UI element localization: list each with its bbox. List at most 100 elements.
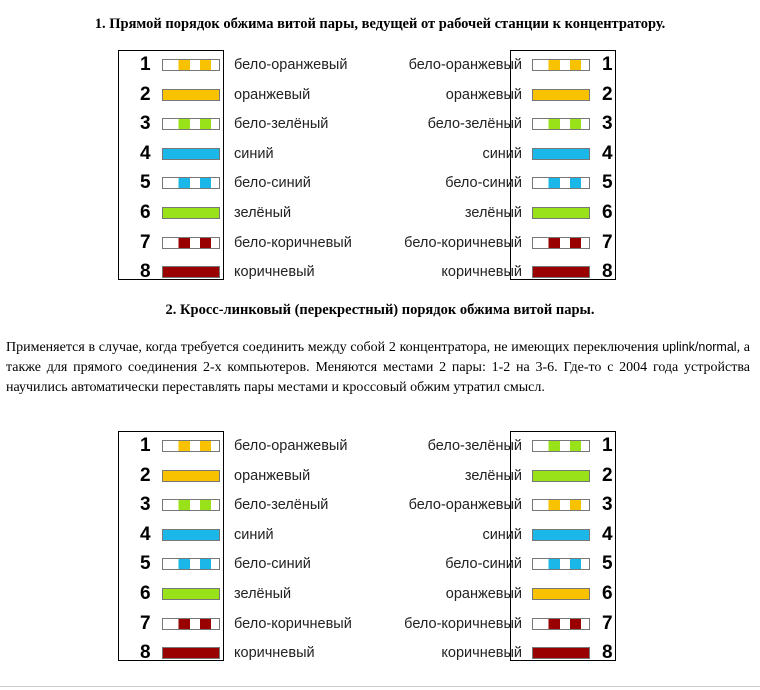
right-pin-number: 8 xyxy=(602,642,613,664)
right-pin-number: 1 xyxy=(602,54,613,75)
right-wire-label: зелёный xyxy=(464,205,522,221)
right-wire-label: зелёный xyxy=(464,467,522,484)
left-wire-color-swatch xyxy=(162,440,220,452)
left-pin-number: 1 xyxy=(140,435,151,456)
right-pin-number: 4 xyxy=(602,523,613,545)
left-wire-color-swatch xyxy=(162,528,220,541)
left-wire-color-swatch xyxy=(162,236,220,249)
right-wire-label: коричневый xyxy=(441,264,522,281)
wire-row: 5 бело-синий 5 бело-синий xyxy=(118,553,614,575)
right-pin-number: 5 xyxy=(602,553,613,575)
right-wire-label: бело-коричневый xyxy=(404,234,522,251)
left-wire-color-swatch xyxy=(162,558,220,571)
right-wire-color-swatch xyxy=(532,469,590,482)
right-pin-number: 6 xyxy=(602,202,613,223)
left-wire-color-swatch xyxy=(162,147,220,160)
right-wire-color-swatch xyxy=(532,177,590,190)
wire-row: 8 коричневый 8 коричневый xyxy=(118,642,614,664)
wire-row: 6 зелёный 6 зелёный xyxy=(118,202,614,224)
paragraph-text-1: Применяется в случае, когда требуется со… xyxy=(6,340,663,355)
left-wire-color-swatch xyxy=(162,177,220,190)
right-wire-color-swatch xyxy=(532,528,590,541)
left-wire-color-swatch xyxy=(162,647,220,660)
wire-row: 3 бело-зелёный 3 бело-оранжевый xyxy=(118,494,614,516)
right-wire-color-swatch xyxy=(532,499,590,512)
right-pin-number: 3 xyxy=(602,113,613,135)
right-wire-color-swatch xyxy=(532,588,590,600)
right-wire-color-swatch xyxy=(532,617,590,630)
wire-row: 4 синий 4 синий xyxy=(118,143,614,165)
bottom-divider xyxy=(0,686,760,687)
wire-row: 1 бело-оранжевый 1 бело-зелёный xyxy=(118,435,614,457)
wire-row: 2 оранжевый 2 зелёный xyxy=(118,465,614,487)
wire-row: 7 бело-коричневый 7 бело-коричневый xyxy=(118,613,614,635)
right-wire-color-swatch xyxy=(532,266,590,279)
right-wire-label: синий xyxy=(482,526,522,543)
left-wire-label: синий xyxy=(234,145,274,162)
left-wire-label: бело-зелёный xyxy=(234,497,329,514)
wire-row: 8 коричневый 8 коричневый xyxy=(118,261,614,283)
left-wire-label: зелёный xyxy=(234,586,292,602)
left-wire-label: бело-коричневый xyxy=(234,234,352,251)
right-pin-number: 1 xyxy=(602,435,613,456)
right-wire-color-swatch xyxy=(532,558,590,571)
left-wire-color-swatch xyxy=(162,118,220,131)
left-wire-color-swatch xyxy=(162,617,220,630)
right-wire-color-swatch xyxy=(532,236,590,249)
left-pin-number: 3 xyxy=(140,113,151,135)
left-pin-number: 2 xyxy=(140,83,151,105)
left-pin-number: 4 xyxy=(140,142,151,164)
left-pin-number: 8 xyxy=(140,642,151,664)
left-pin-number: 6 xyxy=(140,583,151,604)
right-pin-number: 5 xyxy=(602,172,613,194)
wire-row: 6 зелёный 6 оранжевый xyxy=(118,583,614,605)
right-wire-label: бело-оранжевый xyxy=(408,57,522,73)
left-pin-number: 1 xyxy=(140,54,151,75)
left-wire-color-swatch xyxy=(162,469,220,482)
wire-row: 7 бело-коричневый 7 бело-коричневый xyxy=(118,232,614,254)
left-wire-label: коричневый xyxy=(234,264,315,281)
right-wire-label: бело-синий xyxy=(445,556,522,573)
left-pin-number: 4 xyxy=(140,523,151,545)
right-wire-color-swatch xyxy=(532,207,590,219)
left-pin-number: 7 xyxy=(140,231,151,253)
cross-diagram: 1 бело-оранжевый 1 бело-зелёный 2 оранжевый 2 з… xyxy=(118,431,616,664)
left-wire-label: бело-синий xyxy=(234,556,311,573)
left-pin-number: 2 xyxy=(140,464,151,486)
left-wire-label: синий xyxy=(234,526,274,543)
right-pin-number: 2 xyxy=(602,464,613,486)
straight-diagram: 1 бело-оранжевый 1 бело-оранжевый 2 оранжевый… xyxy=(118,50,616,283)
right-wire-color-swatch xyxy=(532,88,590,101)
left-wire-color-swatch xyxy=(162,499,220,512)
right-wire-color-swatch xyxy=(532,147,590,160)
right-pin-number: 3 xyxy=(602,494,613,516)
left-pin-number: 3 xyxy=(140,494,151,516)
right-pin-number: 7 xyxy=(602,231,613,253)
wire-row: 1 бело-оранжевый 1 бело-оранжевый xyxy=(118,54,614,76)
right-wire-label: бело-коричневый xyxy=(404,615,522,632)
left-wire-color-swatch xyxy=(162,88,220,101)
wire-row: 5 бело-синий 5 бело-синий xyxy=(118,172,614,194)
right-wire-label: оранжевый xyxy=(445,86,522,103)
right-pin-number: 2 xyxy=(602,83,613,105)
right-wire-color-swatch xyxy=(532,647,590,660)
left-pin-number: 6 xyxy=(140,202,151,223)
right-wire-label: оранжевый xyxy=(445,586,522,602)
wire-row: 3 бело-зелёный 3 бело-зелёный xyxy=(118,113,614,135)
heading-straight: 1. Прямой порядок обжима витой пары, вед… xyxy=(94,16,666,32)
right-pin-number: 7 xyxy=(602,612,613,634)
wire-row: 2 оранжевый 2 оранжевый xyxy=(118,84,614,106)
left-wire-label: бело-зелёный xyxy=(234,116,329,133)
right-wire-label: бело-зелёный xyxy=(427,116,522,133)
left-pin-number: 5 xyxy=(140,172,151,194)
left-wire-label: зелёный xyxy=(234,205,292,221)
left-wire-color-swatch xyxy=(162,59,220,71)
paragraph-text-2: , а также для прямого соединения 2-х ком… xyxy=(6,340,750,395)
paragraph-uplink-term: uplink/normal xyxy=(662,340,737,354)
left-wire-label: бело-оранжевый xyxy=(234,57,348,73)
right-wire-color-swatch xyxy=(532,118,590,131)
left-pin-number: 5 xyxy=(140,553,151,575)
right-wire-color-swatch xyxy=(532,440,590,452)
left-wire-label: бело-оранжевый xyxy=(234,438,348,454)
left-wire-color-swatch xyxy=(162,588,220,600)
